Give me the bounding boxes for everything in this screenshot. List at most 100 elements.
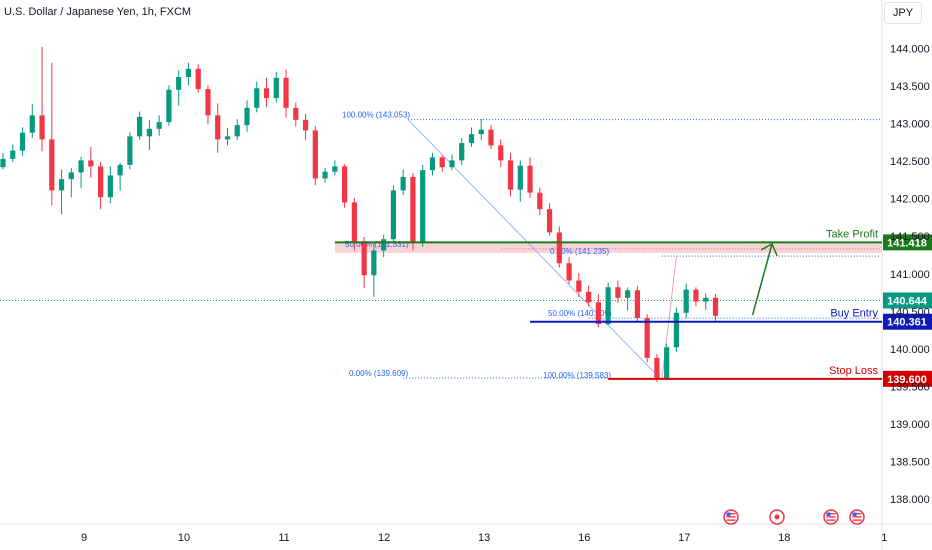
x-tick-label: 12 bbox=[378, 532, 390, 544]
y-tick-label: 140.000 bbox=[890, 344, 930, 356]
candle-body bbox=[68, 172, 74, 180]
candle-body bbox=[703, 297, 709, 302]
candle-body bbox=[302, 119, 309, 131]
take-profit-tag bbox=[883, 234, 932, 251]
us-flag-icon-stripe bbox=[726, 519, 736, 521]
candle-body bbox=[0, 158, 6, 168]
candle-body bbox=[361, 242, 367, 276]
candle-body bbox=[556, 232, 562, 264]
candle-body bbox=[459, 143, 465, 161]
y-tick-label: 139.500 bbox=[890, 381, 930, 393]
price-axis[interactable]: 144.000 143.500 143.000 142.500 142.000 141.5… bbox=[890, 44, 930, 506]
candle-body bbox=[537, 192, 543, 210]
candle-body bbox=[390, 190, 396, 240]
candle-body bbox=[98, 166, 104, 198]
candle-body bbox=[39, 115, 45, 140]
us-flag-icon-stripe bbox=[826, 519, 836, 521]
candle-body bbox=[312, 130, 318, 179]
time-axis[interactable]: 9 10 11 12 13 16 17 18 1 bbox=[81, 532, 887, 544]
candle-body bbox=[693, 289, 699, 302]
candle-body bbox=[634, 290, 640, 319]
candle-body bbox=[488, 129, 494, 146]
candle-body bbox=[664, 347, 670, 379]
us-flag-icon[interactable] bbox=[849, 509, 865, 525]
candle-body bbox=[410, 176, 416, 243]
candle-body bbox=[49, 139, 55, 191]
candle-body bbox=[215, 115, 221, 140]
candle-body bbox=[381, 239, 387, 251]
us-flag-icon-stripe bbox=[852, 519, 862, 521]
x-tick-label: 9 bbox=[81, 532, 87, 544]
stop-loss-value: 139.600 bbox=[887, 374, 927, 386]
stop-loss-label: Stop Loss bbox=[829, 365, 878, 377]
event-dot-icon[interactable] bbox=[769, 509, 785, 525]
levels-layer: Take Profit 141.418 Buy Entry 140.361 Stop L… bbox=[334, 228, 932, 387]
candle-body bbox=[371, 250, 377, 276]
candle-body bbox=[137, 116, 143, 137]
y-tick-label: 139.000 bbox=[890, 419, 930, 431]
buy-entry-tag bbox=[883, 313, 932, 330]
candle-body bbox=[644, 318, 650, 358]
candle-body bbox=[205, 89, 211, 116]
us-flag-icon-stripe bbox=[726, 516, 736, 518]
currency-button[interactable]: JPY bbox=[884, 2, 922, 24]
candle-body bbox=[254, 88, 260, 108]
candle-body bbox=[439, 157, 445, 168]
projection-arrow-head bbox=[760, 242, 778, 257]
candle-body bbox=[29, 115, 35, 133]
candle-body bbox=[322, 171, 328, 179]
fib-label: 100.00% (143.053) bbox=[342, 111, 410, 120]
candle-body bbox=[224, 136, 231, 140]
y-tick-label: 143.000 bbox=[890, 119, 930, 131]
buy-entry-value: 140.361 bbox=[887, 317, 927, 329]
fib-label: 0.00% (141.235) bbox=[550, 247, 609, 256]
candle-body bbox=[683, 289, 689, 313]
candle-body bbox=[273, 77, 279, 99]
current-price-tag bbox=[883, 292, 932, 309]
y-tick-label: 138.000 bbox=[890, 494, 930, 506]
candle-body bbox=[78, 160, 84, 173]
candle-body bbox=[498, 145, 504, 161]
candle-body bbox=[615, 287, 621, 298]
candle-body bbox=[605, 287, 611, 325]
candle-body bbox=[712, 297, 719, 316]
candle-body bbox=[478, 129, 484, 135]
candle-body bbox=[332, 166, 338, 172]
candle-body bbox=[576, 280, 582, 292]
candle-body bbox=[293, 107, 299, 120]
current-price-value: 140.644 bbox=[887, 295, 928, 307]
take-profit-value: 141.418 bbox=[887, 237, 927, 249]
us-flag-icon-canton bbox=[826, 512, 831, 516]
us-flag-icon-stripe bbox=[826, 516, 836, 518]
events-layer[interactable] bbox=[723, 509, 865, 525]
candles bbox=[0, 47, 719, 382]
fib-label: 50.00% (141.331) bbox=[345, 240, 409, 249]
candle-body bbox=[625, 290, 631, 298]
event-dot-icon-dot bbox=[774, 514, 780, 520]
buy-entry-label: Buy Entry bbox=[830, 308, 878, 320]
y-tick-label: 144.000 bbox=[890, 44, 930, 56]
candle-body bbox=[546, 209, 553, 233]
take-profit-zone bbox=[334, 242, 883, 253]
candle-body bbox=[58, 179, 65, 191]
candle-body bbox=[400, 176, 406, 191]
candle-body bbox=[185, 68, 192, 78]
fib-label: 100.00% (139.583) bbox=[543, 371, 611, 380]
candle-body bbox=[654, 357, 660, 379]
candle-body bbox=[107, 175, 113, 198]
y-tick-label: 142.500 bbox=[890, 156, 930, 168]
candle-body bbox=[176, 77, 182, 90]
candle-body bbox=[234, 125, 240, 137]
candle-body bbox=[263, 88, 270, 99]
candle-body bbox=[566, 263, 572, 281]
us-flag-icon[interactable] bbox=[823, 509, 839, 525]
x-tick-label: 1 bbox=[881, 532, 887, 544]
y-tick-label: 143.500 bbox=[890, 81, 930, 93]
us-flag-icon[interactable] bbox=[723, 509, 739, 525]
candle-body bbox=[586, 291, 592, 303]
candle-body bbox=[595, 302, 601, 325]
candle-body bbox=[449, 160, 455, 168]
x-tick-label: 17 bbox=[678, 532, 690, 544]
